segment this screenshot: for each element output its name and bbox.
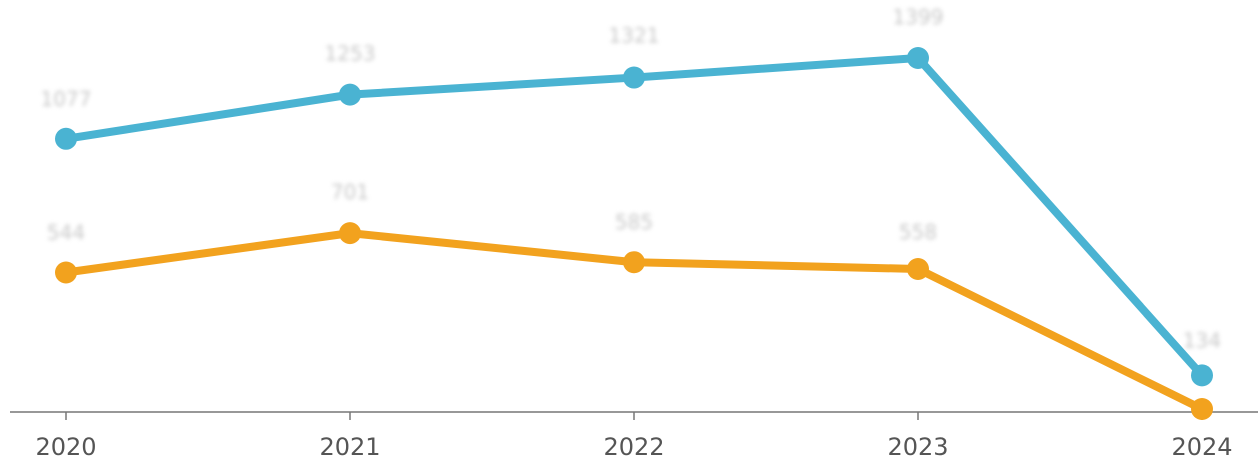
data-label: 701 bbox=[331, 180, 369, 204]
data-label: 1077 bbox=[41, 87, 92, 111]
data-label: 134 bbox=[1183, 328, 1221, 352]
x-tick-label: 2022 bbox=[603, 433, 664, 461]
data-label: 1399 bbox=[893, 5, 944, 29]
data-point bbox=[1191, 398, 1213, 420]
data-labels-layer: 1077 1253 1321 1399 134 544 701 585 558 bbox=[41, 5, 1222, 352]
data-point bbox=[55, 261, 77, 284]
x-tick-label: 2021 bbox=[319, 433, 380, 461]
x-tick-label: 2023 bbox=[887, 433, 948, 461]
x-axis-ticks: 2020 2021 2022 2023 2024 bbox=[35, 412, 1233, 461]
data-point bbox=[55, 127, 77, 150]
data-label: 544 bbox=[47, 221, 85, 245]
data-point bbox=[907, 257, 929, 280]
series-layer bbox=[55, 46, 1213, 420]
x-tick-label: 2024 bbox=[1171, 433, 1232, 461]
x-tick-label: 2020 bbox=[35, 433, 96, 461]
data-label: 585 bbox=[615, 210, 653, 234]
data-point bbox=[339, 83, 361, 106]
data-point bbox=[339, 222, 361, 245]
data-point bbox=[1191, 364, 1213, 387]
data-label: 1253 bbox=[325, 42, 376, 66]
data-point bbox=[623, 66, 645, 89]
data-label: 558 bbox=[899, 220, 937, 244]
data-point bbox=[623, 251, 645, 274]
data-point bbox=[907, 46, 929, 69]
data-label: 1321 bbox=[609, 24, 660, 48]
